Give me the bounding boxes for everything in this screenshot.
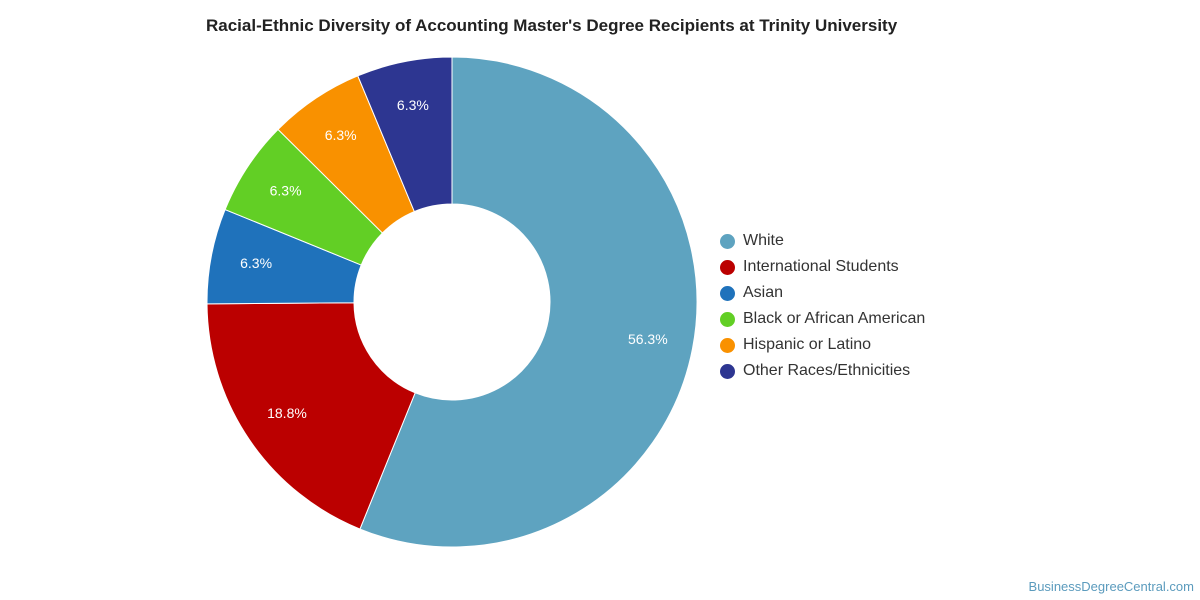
legend-label: International Students bbox=[743, 258, 899, 275]
legend-swatch bbox=[720, 285, 735, 301]
slice-label: 6.3% bbox=[240, 255, 272, 271]
slice-label: 56.3% bbox=[628, 331, 668, 347]
legend-item[interactable]: Black or African American bbox=[720, 306, 925, 332]
slice-label: 6.3% bbox=[270, 183, 302, 199]
slice-other-races-ethnicities[interactable] bbox=[357, 56, 453, 213]
chart-slice-labels: 56.3% 18.8% 6.3% 6.3% 6.3% 6.3% bbox=[240, 97, 668, 421]
legend-swatch bbox=[720, 233, 735, 249]
slice-label: 6.3% bbox=[325, 127, 357, 143]
slice-international-students[interactable] bbox=[206, 302, 416, 530]
legend-label: Other Races/Ethnicities bbox=[743, 362, 911, 379]
legend-item[interactable]: Hispanic or Latino bbox=[720, 332, 925, 358]
legend-item[interactable]: International Students bbox=[720, 254, 925, 280]
chart-title: Racial-Ethnic Diversity of Accounting Ma… bbox=[206, 16, 898, 35]
slice-label: 6.3% bbox=[397, 97, 429, 113]
source-credit[interactable]: BusinessDegreeCentral.com bbox=[1028, 579, 1194, 594]
legend-label: Hispanic or Latino bbox=[743, 336, 872, 353]
legend-swatch bbox=[720, 259, 735, 275]
legend-swatch bbox=[720, 337, 735, 353]
slice-white[interactable] bbox=[359, 56, 698, 548]
legend-item[interactable]: White bbox=[720, 228, 925, 254]
chart-slices bbox=[206, 56, 698, 548]
legend-label: Asian bbox=[743, 284, 784, 301]
legend-item[interactable]: Other Races/Ethnicities bbox=[720, 358, 925, 384]
slice-label: 18.8% bbox=[267, 405, 307, 421]
legend-item[interactable]: Asian bbox=[720, 280, 925, 306]
legend-label: Black or African American bbox=[743, 310, 926, 327]
chart-legend: White International Students Asian Black or… bbox=[720, 228, 925, 384]
legend-label: White bbox=[743, 232, 784, 249]
legend-swatch bbox=[720, 311, 735, 327]
legend-swatch bbox=[720, 363, 735, 379]
